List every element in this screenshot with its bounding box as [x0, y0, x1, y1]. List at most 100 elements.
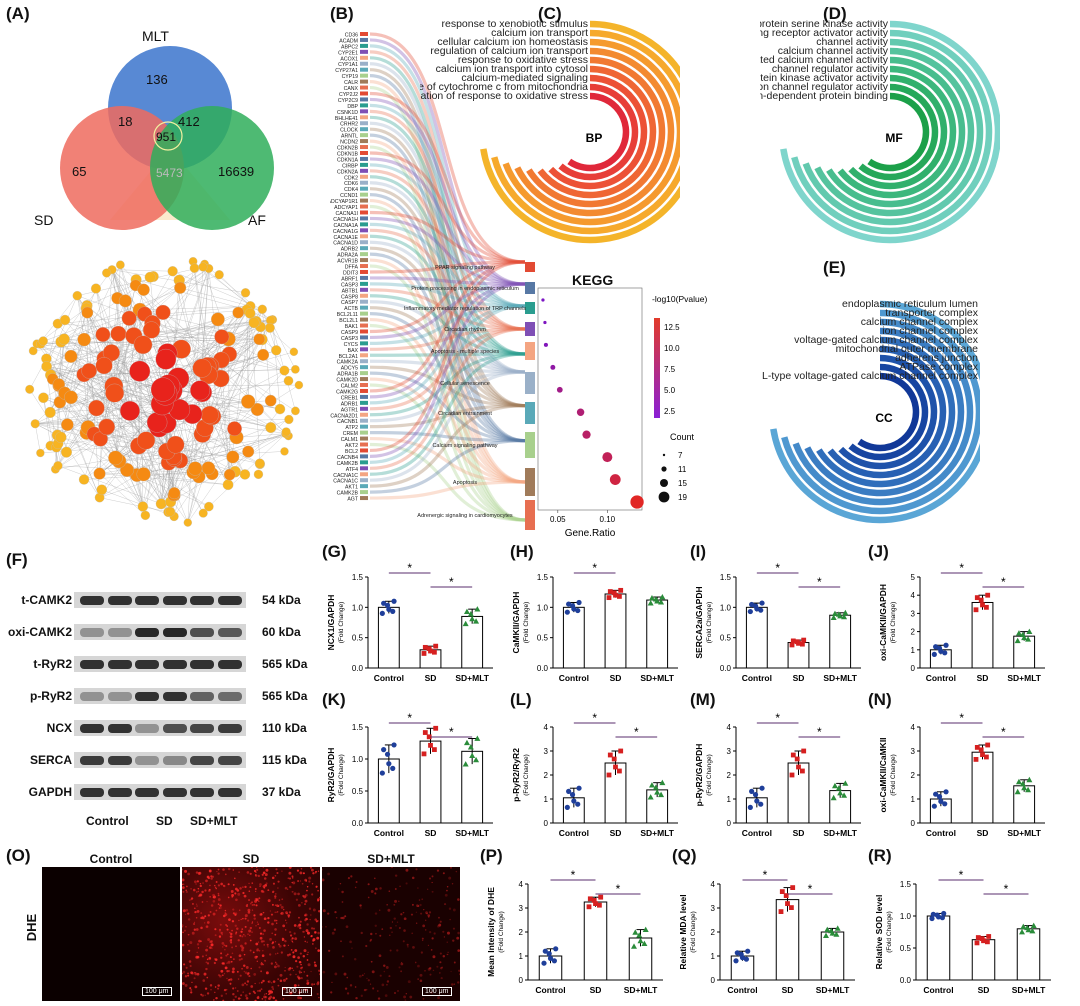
dhe-speckle [406, 882, 408, 884]
dhe-speckle [432, 875, 434, 877]
dhe-speckle [289, 953, 291, 955]
data-point [933, 644, 938, 649]
data-point [433, 726, 438, 731]
dhe-speckle [206, 901, 207, 902]
dhe-speckle [297, 870, 299, 872]
dhe-speckle [439, 972, 441, 974]
dhe-speckle [232, 953, 234, 955]
dhe-speckle [406, 993, 407, 994]
dhe-speckle [284, 940, 286, 942]
dhe-speckle [185, 909, 188, 912]
ppi-node [102, 269, 111, 278]
dhe-speckle [228, 970, 230, 972]
y-tick-label: 3 [544, 747, 549, 756]
dhe-title-control: Control [42, 852, 180, 866]
venn-set-sd: SD [34, 212, 53, 228]
ppi-node [258, 305, 267, 314]
dhe-speckle [311, 893, 313, 895]
sankey-gene-bar [360, 472, 368, 476]
ppi-node [108, 451, 122, 465]
dhe-speckle [197, 943, 199, 945]
sankey-pathway-label: Adrenergic signaling in cardiomyocytes [417, 513, 513, 519]
y-axis-label: oxi-CaMKII/GAPDH [878, 584, 888, 661]
ppi-node [190, 381, 210, 401]
wb-band-strip [74, 784, 246, 800]
dhe-speckle [297, 925, 300, 928]
sankey-gene-bar [360, 91, 368, 95]
dhe-speckle [411, 932, 413, 934]
dhe-speckle [314, 918, 317, 921]
ppi-node [227, 451, 240, 464]
dhe-speckle [444, 936, 445, 937]
data-point [576, 600, 581, 605]
dhe-speckle [374, 892, 376, 894]
dhe-speckle [228, 883, 230, 885]
dhe-speckle [300, 964, 302, 966]
dhe-speckle [421, 951, 423, 953]
sankey-gene-bar [360, 145, 368, 149]
dhe-speckle [306, 880, 307, 881]
dhe-speckle [220, 957, 222, 959]
dhe-speckle [305, 900, 308, 903]
dhe-speckle [447, 952, 449, 954]
dhe-speckle [342, 901, 344, 903]
dhe-speckle [457, 949, 460, 952]
dhe-speckle [437, 870, 439, 872]
y-tick-label: 0 [544, 819, 549, 828]
sankey-gene-bar [360, 240, 368, 244]
dhe-speckle [304, 949, 307, 952]
dhe-speckle [317, 949, 320, 952]
ppi-node [240, 469, 250, 479]
dhe-speckle [205, 949, 208, 952]
data-point [607, 773, 612, 778]
ppi-node [120, 401, 140, 421]
data-point [576, 786, 581, 791]
dhe-speckle [186, 891, 188, 893]
ppi-node [249, 317, 260, 328]
dhe-speckle [250, 873, 252, 875]
dhe-speckle [355, 986, 357, 988]
dhe-speckle [291, 949, 293, 951]
dhe-speckle [240, 998, 241, 999]
y-axis-label: p-RyR2/GAPDH [694, 744, 704, 807]
dhe-speckle [237, 893, 240, 896]
dhe-speckle [233, 869, 235, 871]
dhe-speckle [234, 892, 236, 894]
panel-label-b: (B) [330, 4, 354, 24]
y-axis-sublabel: (Fold Change) [890, 602, 897, 644]
ppi-node [290, 348, 298, 356]
dhe-speckle [202, 994, 204, 996]
dhe-speckle [183, 963, 185, 965]
dhe-speckle [317, 932, 320, 935]
dhe-speckle [188, 950, 190, 952]
dhe-speckle [187, 873, 190, 876]
dhe-speckle [304, 931, 305, 932]
dhe-speckle [431, 949, 433, 951]
dhe-speckle [301, 967, 302, 968]
dhe-speckle [316, 886, 318, 888]
sankey-pathway-bar [525, 262, 535, 272]
kegg-colorbar [654, 318, 660, 418]
dhe-speckle [307, 954, 308, 955]
dhe-speckle [311, 983, 313, 985]
dhe-speckle [250, 985, 253, 988]
dhe-speckle [235, 931, 237, 933]
dhe-speckle [249, 886, 251, 888]
dhe-speckle [412, 904, 414, 906]
dhe-speckle [310, 914, 311, 915]
dhe-speckle [253, 991, 255, 993]
data-point [790, 885, 795, 890]
dhe-speckle [391, 931, 393, 933]
dhe-speckle [248, 929, 251, 932]
kegg-size-legend-title: Count [670, 432, 695, 442]
significance-star: * [407, 711, 412, 725]
dhe-speckle [193, 923, 195, 925]
y-tick-label: 4 [911, 723, 916, 732]
dhe-speckle [429, 967, 431, 969]
dhe-speckle [245, 914, 248, 917]
dhe-speckle [182, 884, 183, 886]
dhe-speckle [432, 891, 434, 893]
kegg-x-tick-label: 0.10 [600, 515, 616, 524]
